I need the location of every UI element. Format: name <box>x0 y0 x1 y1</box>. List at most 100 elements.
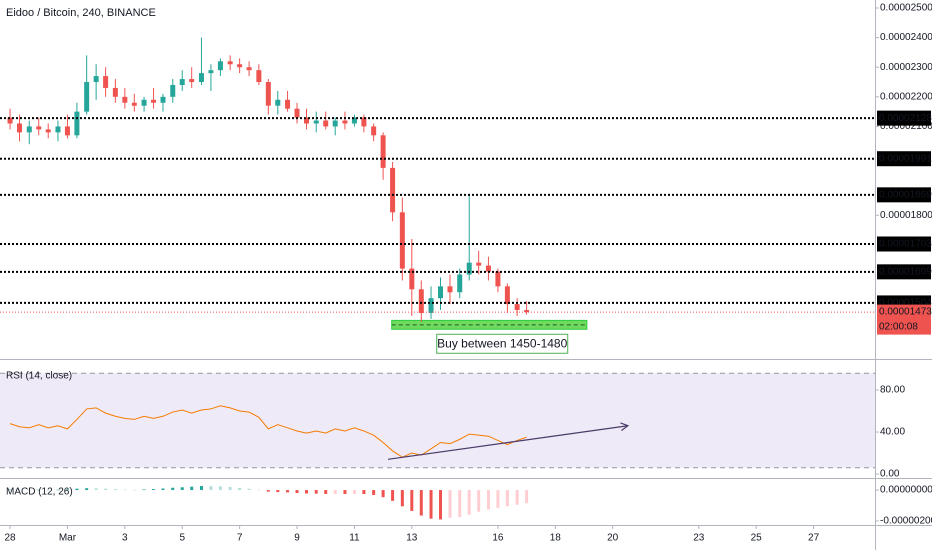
trend-arrow <box>620 422 630 431</box>
candle-body <box>514 304 520 311</box>
y-tick-label: 80.00 <box>880 385 905 396</box>
macd-bar <box>276 490 280 493</box>
last-price-box <box>877 304 931 335</box>
candle-body <box>438 286 444 299</box>
candle-body <box>476 262 482 266</box>
candle-body <box>131 102 137 106</box>
level-label-box <box>877 110 931 126</box>
x-tick-label: 16 <box>492 533 504 544</box>
macd-bar <box>458 490 462 518</box>
x-tick-label: 27 <box>808 533 820 544</box>
candle-body <box>371 126 377 136</box>
level-label-box <box>877 264 931 280</box>
candle-body <box>275 99 281 106</box>
macd-bar <box>352 490 356 494</box>
macd-bar <box>161 488 165 491</box>
candle-body <box>36 126 42 130</box>
macd-bar <box>85 488 89 491</box>
x-tick-label: 13 <box>406 533 418 544</box>
macd-bar <box>199 486 203 491</box>
macd-bar <box>286 490 290 493</box>
annotation: Buy between 1450-1480 <box>437 336 567 350</box>
candle-body <box>409 268 415 290</box>
candle-body <box>55 126 61 133</box>
macd-bar <box>238 487 242 491</box>
level-label: 0.00001869 <box>879 189 932 200</box>
macd-bar <box>209 486 213 491</box>
macd-bar <box>104 488 108 491</box>
candle-body <box>179 79 185 85</box>
macd-bar <box>46 489 50 491</box>
macd-bar <box>132 489 136 491</box>
candle-body <box>485 265 491 272</box>
candle-body <box>217 61 223 71</box>
y-tick-label: 40.00 <box>880 427 905 438</box>
macd-bar <box>448 490 452 518</box>
macd-bar <box>65 489 69 491</box>
x-tick-label: 7 <box>237 533 243 544</box>
candle-body <box>303 117 309 124</box>
last-price-label: 0.00001473 <box>879 307 932 318</box>
macd-bar <box>314 490 318 494</box>
level-label-box <box>877 151 931 167</box>
candle-body <box>285 99 291 109</box>
candle-body <box>198 73 204 83</box>
level-label: 0.00001504 <box>879 298 932 309</box>
macd-bar <box>37 489 41 491</box>
candle-body <box>112 87 118 97</box>
macd-bar <box>343 490 347 495</box>
candle-body <box>17 123 23 133</box>
macd-bar <box>400 490 404 507</box>
macd-bar <box>75 488 79 491</box>
candle-body <box>74 111 80 136</box>
macd-bar <box>324 490 328 494</box>
y-tick-label: 0.00001800 <box>880 210 932 221</box>
macd-bar <box>333 490 337 494</box>
candle-body <box>189 79 195 83</box>
candle-body <box>256 70 262 83</box>
macd-bar <box>505 490 509 507</box>
candle-body <box>428 298 434 313</box>
macd-bar <box>27 489 31 491</box>
macd-bar <box>123 489 127 491</box>
x-tick-label: 20 <box>607 533 619 544</box>
candle-body <box>237 64 243 68</box>
x-tick-label: 25 <box>751 533 763 544</box>
level-label-box <box>877 187 931 203</box>
candle-body <box>227 61 233 65</box>
candle-body <box>26 126 32 133</box>
macd-bar <box>381 490 385 498</box>
candle-body <box>64 126 70 136</box>
candle-body <box>160 96 166 103</box>
macd-title: MACD (12, 26) <box>6 487 73 498</box>
macd-bar <box>218 486 222 491</box>
macd-bar <box>56 489 60 491</box>
chart-title: Eidoo / Bitcoin, 240, BINANCE <box>6 7 156 19</box>
candle-body <box>495 271 501 287</box>
x-tick-label: 3 <box>122 533 128 544</box>
candle-body <box>84 82 90 112</box>
x-tick-label: 18 <box>550 533 562 544</box>
y-tick-label: 0.00002500 <box>880 3 932 14</box>
macd-bar <box>8 489 12 491</box>
y-tick-label: -0.00000200 <box>880 516 932 527</box>
candle-body <box>141 99 147 106</box>
x-tick-label: 5 <box>179 533 185 544</box>
rsi-title: RSI (14, close) <box>6 371 72 382</box>
candle-body <box>151 99 157 103</box>
macd-bar <box>247 488 251 491</box>
macd-bar <box>180 487 184 491</box>
macd-bar <box>525 490 529 504</box>
candle-body <box>351 117 357 124</box>
level-label: 0.00001703 <box>879 239 932 250</box>
candle-body <box>418 289 424 313</box>
macd-bar <box>266 490 270 492</box>
candle-body <box>504 286 510 305</box>
candle-body <box>390 167 396 213</box>
y-tick-label: 0.00002300 <box>880 62 932 73</box>
macd-bar <box>429 490 433 519</box>
y-tick-label: 0.00002100 <box>880 121 932 132</box>
macd-bar <box>486 490 490 510</box>
candle-body <box>7 117 13 124</box>
